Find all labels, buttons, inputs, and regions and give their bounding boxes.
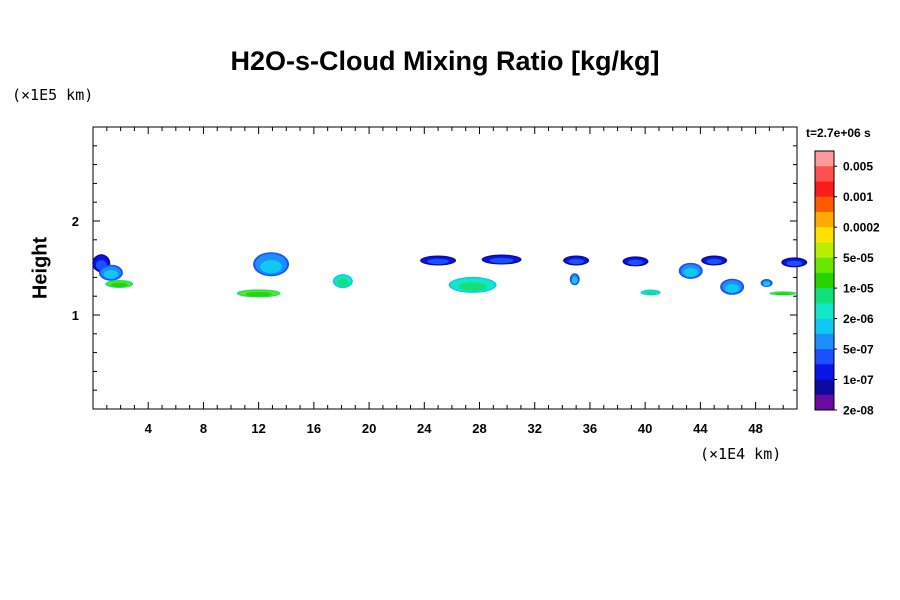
x-tick-label: 12 [251, 421, 265, 436]
cloud-patch [627, 259, 644, 266]
colorbar-frame [814, 150, 835, 411]
colorbar-swatch [815, 333, 834, 350]
cloud-patch [260, 260, 282, 274]
x-tick-label: 36 [583, 421, 597, 436]
colorbar-label: 5e-07 [843, 343, 874, 357]
colorbar-swatch [815, 257, 834, 274]
cloud-patch [724, 284, 740, 293]
cloud-patch [110, 282, 128, 287]
x-tick-label: 28 [472, 421, 486, 436]
colorbar-swatch [815, 303, 834, 319]
cloud-patch [427, 258, 449, 265]
cloud-patch [571, 277, 578, 284]
colorbar-label: 2e-06 [843, 312, 874, 326]
x-tick-label: 32 [527, 421, 541, 436]
x-tick-label: 40 [638, 421, 652, 436]
cloud-patch [245, 291, 272, 297]
colorbar-label: 2e-08 [843, 404, 874, 418]
colorbar-swatch [815, 196, 834, 213]
x-tick-label: 44 [693, 421, 708, 436]
x-axis-unit: (×1E4 km) [700, 445, 782, 463]
chart-title: H2O-s-Cloud Mixing Ratio [kg/kg] [230, 46, 660, 76]
colorbar-swatch [815, 394, 834, 411]
x-tick-label: 8 [200, 421, 207, 436]
colorbar-swatch [815, 166, 834, 182]
colorbar-swatch [815, 227, 834, 243]
colorbar-label: 0.0002 [843, 221, 880, 235]
cloud-patch [489, 257, 514, 264]
cloud-patch [683, 268, 698, 277]
colorbar-swatch [815, 151, 834, 167]
cloud-patch [568, 258, 584, 265]
colorbar-swatch [815, 288, 834, 304]
time-label: t=2.7e+06 s [806, 126, 871, 140]
plot-frame [92, 126, 798, 410]
colorbar-swatch [815, 211, 834, 228]
x-tick-label: 48 [748, 421, 762, 436]
y-tick-label: 1 [72, 308, 79, 323]
x-tick-label: 16 [307, 421, 321, 436]
cloud-patch [458, 282, 488, 291]
colorbar-swatch [815, 379, 834, 396]
colorbar-label: 0.001 [843, 190, 873, 204]
x-tick-label: 20 [362, 421, 376, 436]
cloud-patch [644, 291, 657, 295]
cloud-patch [774, 292, 792, 295]
cloud-patch [786, 260, 803, 267]
colorbar-label: 0.005 [843, 160, 873, 174]
x-tick-label: 4 [145, 421, 153, 436]
y-axis-unit: (×1E5 km) [12, 86, 94, 104]
colorbar-swatch [815, 349, 834, 365]
colorbar-swatch [815, 181, 834, 198]
colorbar-swatch [815, 318, 834, 335]
y-tick-label: 2 [72, 214, 79, 229]
colorbar-label: 1e-07 [843, 373, 874, 387]
cloud-patch [103, 269, 119, 279]
x-tick-label: 24 [417, 421, 432, 436]
colorbar-label: 5e-05 [843, 251, 874, 265]
colorbar-swatch [815, 242, 834, 258]
cloud-patch [336, 278, 349, 287]
cloud-patch [706, 258, 722, 265]
colorbar-swatch [815, 364, 834, 380]
colorbar-swatch [815, 272, 834, 289]
colorbar-label: 1e-05 [843, 282, 874, 296]
cloud-patch [763, 281, 771, 287]
